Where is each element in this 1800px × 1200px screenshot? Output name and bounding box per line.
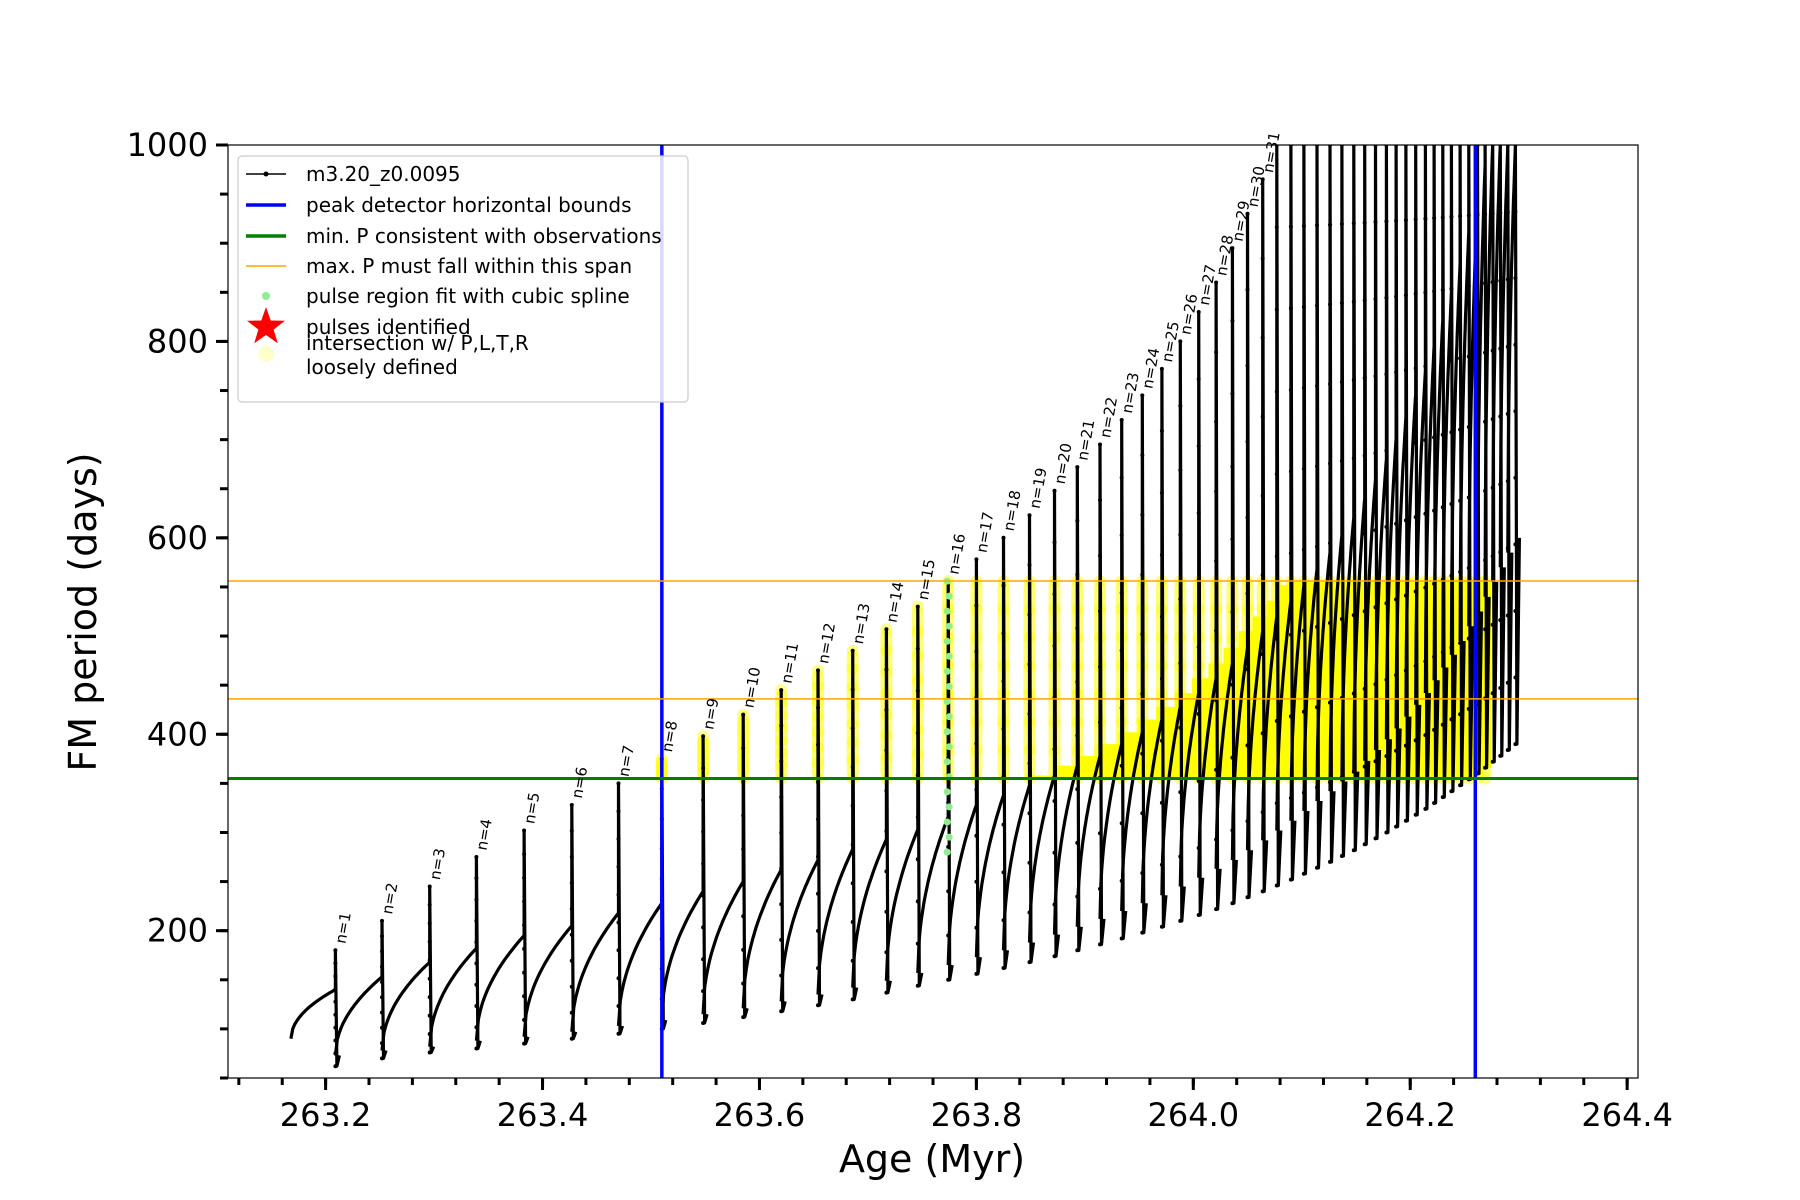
pulse-cycle-38 — [1340, 145, 1360, 853]
spline-point — [943, 848, 951, 856]
y-tick-label: 800 — [147, 322, 208, 360]
spline-point — [943, 818, 951, 826]
y-tick-label: 600 — [147, 519, 208, 557]
spline-point — [945, 683, 953, 690]
pulse-label-2: n=2 — [378, 881, 401, 915]
svg-text:m3.20_z0.0095: m3.20_z0.0095 — [306, 162, 461, 186]
pulse-cycle-23 — [1098, 418, 1128, 941]
y-tick-label: 400 — [147, 715, 208, 753]
svg-text:peak detector horizontal bound: peak detector horizontal bounds — [306, 193, 632, 217]
pulse-label-5: n=5 — [520, 791, 543, 825]
pulse-cycle-14 — [851, 627, 892, 995]
pulse-cycle-5 — [474, 828, 530, 1046]
svg-text:min. P consistent with observa: min. P consistent with observations — [306, 224, 662, 248]
pulse-cycle-28 — [1197, 280, 1222, 912]
spline-point — [945, 833, 953, 841]
svg-text:pulses identified: pulses identified — [306, 315, 471, 339]
axis-layer: 263.2 263.4 263.6 263.8 264.0 264.2 264.4 200 40… — [127, 126, 1673, 1134]
x-tick-label: 263.8 — [931, 1096, 1023, 1134]
x-tick-label: 264.4 — [1581, 1096, 1673, 1134]
pulse-cycle-3 — [380, 884, 436, 1055]
legend-entry-5: pulse region fit with cubic spline — [262, 284, 630, 308]
pulse-label-9: n=9 — [699, 697, 722, 731]
spline-point — [943, 788, 951, 796]
svg-text:pulse region fit with cubic sp: pulse region fit with cubic spline — [306, 284, 630, 308]
x-axis-label: Age (Myr) — [839, 1137, 1025, 1181]
pulse-cycle-7 — [570, 781, 625, 1036]
spline-point — [943, 728, 951, 736]
x-tick-label: 264.2 — [1364, 1096, 1456, 1134]
series-layer — [289, 145, 1521, 1069]
spline-point — [943, 637, 951, 645]
pulse-cycle-18 — [974, 535, 1010, 970]
pulse-label-4: n=4 — [473, 817, 496, 851]
pulse-cycle-15 — [884, 604, 924, 988]
plot-area — [228, 145, 1638, 1078]
legend-entry-2: peak detector horizontal bounds — [246, 193, 632, 217]
pulse-label-3: n=3 — [426, 847, 449, 881]
pulse-label-7: n=7 — [615, 744, 638, 778]
spline-point — [943, 758, 951, 766]
legend-entry-7: intersection w/ P,L,T,R loosely defined — [258, 331, 529, 379]
y-tick-label: 200 — [147, 912, 208, 950]
spline-point — [943, 698, 951, 705]
legend-entry-6: pulses identified — [247, 307, 471, 344]
pulse-cycle-29 — [1214, 246, 1238, 906]
pulse-cycle-41 — [1373, 145, 1392, 835]
spline-point — [945, 622, 953, 630]
spline-point — [945, 743, 953, 751]
pulse-cycle-21 — [1052, 465, 1083, 953]
pulse-cycle-11 — [741, 688, 787, 1014]
x-tick-label: 263.6 — [714, 1096, 806, 1134]
pulse-cycle-31 — [1245, 177, 1269, 894]
spline-point — [945, 803, 953, 811]
spline-point — [943, 667, 951, 675]
spline-point — [943, 607, 951, 615]
pulse-label-1: n=1 — [332, 911, 355, 945]
spline-point — [945, 652, 953, 660]
pulse-cycle-35 — [1302, 145, 1323, 870]
legend-entry-4: max. P must fall within this span — [246, 254, 632, 278]
x-tick-label: 263.4 — [497, 1096, 589, 1134]
spline-point — [945, 592, 953, 600]
spline-layer — [943, 577, 953, 856]
y-tick-label: 1000 — [127, 126, 208, 164]
x-tick-label: 263.2 — [280, 1096, 372, 1134]
pulse-cycle-40 — [1363, 145, 1382, 841]
intersection-marker-17 — [970, 575, 983, 785]
legend-box — [237, 155, 689, 403]
pulse-cycle-44 — [1404, 145, 1422, 817]
pulse-cycle-26 — [1160, 339, 1186, 923]
svg-text:max. P must fall within this s: max. P must fall within this span — [306, 254, 632, 278]
pulse-label-6: n=6 — [568, 765, 591, 799]
spline-point — [945, 713, 953, 721]
pulse-cycle-49 — [1449, 145, 1466, 788]
pulse-cycle-6 — [522, 803, 578, 1041]
legend-entry-3: min. P consistent with observations — [246, 224, 662, 248]
legend-entry-1: m3.20_z0.0095 — [246, 162, 461, 186]
intersection-marker-8 — [655, 752, 668, 785]
pulse-cycle-19 — [1001, 513, 1036, 965]
y-axis-label: FM period (days) — [61, 452, 105, 771]
x-tick-label: 264.0 — [1148, 1096, 1240, 1134]
pulse-label-8: n=8 — [658, 719, 681, 753]
pulse-cycle-17 — [946, 557, 982, 976]
pulse-cycle-13 — [816, 648, 859, 1002]
